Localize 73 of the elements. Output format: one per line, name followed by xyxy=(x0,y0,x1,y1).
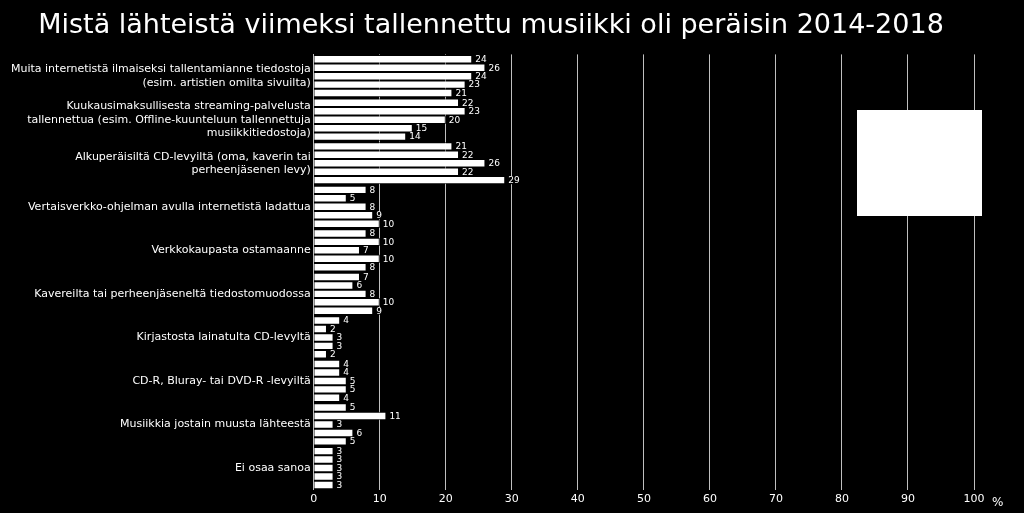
data-label: 4 xyxy=(343,367,350,378)
data-label: 26 xyxy=(488,158,501,169)
data-label: 9 xyxy=(376,305,383,316)
data-label: 5 xyxy=(349,193,356,204)
data-label: 3 xyxy=(336,454,343,465)
x-axis-title: % xyxy=(992,494,1004,509)
data-label: 24 xyxy=(475,71,487,82)
data-label: 29 xyxy=(508,174,520,185)
y-tick-label: Kuukausimaksullisesta streaming-palvelusta tallennettua (esim. Offline-kuunteluun tallennettuja musiikkitiedostoja) xyxy=(27,99,311,139)
data-label: 11 xyxy=(389,410,401,421)
data-label: 10 xyxy=(382,253,395,264)
data-label: 10 xyxy=(382,218,395,229)
data-label: 3 xyxy=(336,462,343,473)
x-tick-label: 70 xyxy=(768,492,783,506)
data-label: 21 xyxy=(455,141,467,152)
data-label: 2 xyxy=(329,323,336,334)
data-label: 8 xyxy=(369,262,376,273)
data-label: 26 xyxy=(488,62,501,73)
x-tick-label: 10 xyxy=(372,492,387,506)
data-label: 22 xyxy=(462,97,474,108)
y-tick-label: Alkuperäisiltä CD-levyiltä (oma, kaverin tai perheenjäsenen levy) xyxy=(75,149,311,176)
data-label: 22 xyxy=(462,166,474,177)
y-tick-label: Kavereilta tai perheenjäseneltä tiedostomuodossa xyxy=(34,286,311,300)
data-label: 6 xyxy=(356,427,363,438)
x-tick-label: 60 xyxy=(702,492,717,506)
data-label: 10 xyxy=(382,297,395,308)
y-tick-label: Kirjastosta lainatulta CD-levyltä xyxy=(136,330,311,344)
y-tick-label: Musiikkia jostain muusta lähteestä xyxy=(119,417,311,431)
data-label: 9 xyxy=(376,210,383,221)
data-label: 8 xyxy=(369,228,376,239)
data-label: 2 xyxy=(329,349,336,360)
data-label: 7 xyxy=(362,271,369,282)
x-tick-label: 90 xyxy=(900,492,915,506)
data-label: 6 xyxy=(356,280,363,291)
data-label: 24 xyxy=(475,54,487,65)
x-tick-label: 20 xyxy=(438,492,453,506)
y-tick-label: Verkkokaupasta ostamaanne xyxy=(151,243,311,257)
data-label: 8 xyxy=(369,184,376,195)
data-label: 23 xyxy=(468,79,481,90)
y-tick-label: Ei osaa sanoa xyxy=(234,460,311,474)
data-label: 8 xyxy=(369,288,376,299)
data-label: 5 xyxy=(349,402,356,413)
data-label: 21 xyxy=(455,87,467,98)
data-label: 4 xyxy=(343,392,350,403)
data-label: 3 xyxy=(336,445,343,456)
data-label: 3 xyxy=(336,479,343,490)
data-label: 20 xyxy=(448,114,461,125)
data-label: 5 xyxy=(349,384,356,395)
y-tick-label: CD-R, Bluray- tai DVD-R -levyiltä xyxy=(132,373,311,387)
data-label: 3 xyxy=(336,332,343,343)
x-tick-label: 100 xyxy=(963,492,985,506)
data-label: 15 xyxy=(415,123,428,133)
x-tick-label: 0 xyxy=(310,492,318,506)
data-label: 8 xyxy=(369,201,376,212)
x-tick-label: 40 xyxy=(570,492,585,506)
data-label: 10 xyxy=(382,236,395,247)
chart-title: Mistä lähteistä viimeksi tallennettu musiikki oli peräisin 2014-2018 xyxy=(38,8,944,40)
x-tick-label: 80 xyxy=(834,492,849,506)
x-tick-label: 30 xyxy=(504,492,519,506)
data-label: 4 xyxy=(343,358,350,369)
data-label: 7 xyxy=(362,245,369,256)
data-label: 5 xyxy=(349,375,356,386)
data-label: 14 xyxy=(409,131,421,142)
data-label: 3 xyxy=(336,471,343,482)
data-label: 23 xyxy=(468,106,481,117)
x-tick-label: 50 xyxy=(636,492,651,506)
data-label: 5 xyxy=(349,436,356,447)
data-label: 3 xyxy=(336,419,343,430)
data-label: 22 xyxy=(462,149,474,160)
data-label: 3 xyxy=(336,340,343,351)
y-tick-label: Vertaisverkko-ohjelman avulla internetistä ladattua xyxy=(27,199,311,213)
y-tick-label: Muita internetistä ilmaiseksi tallentamianne tiedostoja (esim. artistien omilta sivuilta) xyxy=(10,62,311,89)
data-label: 4 xyxy=(343,315,350,326)
